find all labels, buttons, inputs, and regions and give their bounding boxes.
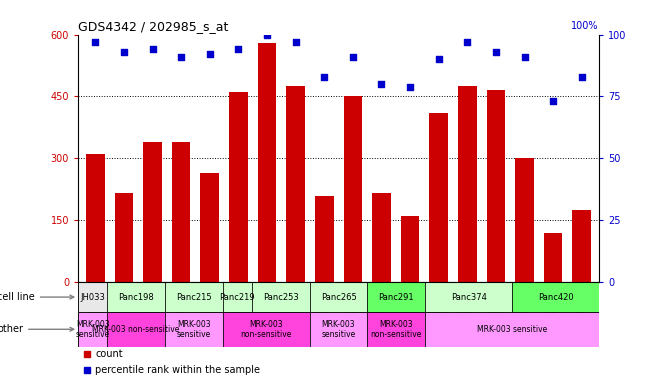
Bar xyxy=(143,142,162,282)
Point xyxy=(462,39,473,45)
Text: cell line: cell line xyxy=(0,292,74,302)
Point xyxy=(233,46,243,53)
Bar xyxy=(286,86,305,282)
Point xyxy=(519,54,530,60)
Point xyxy=(290,39,301,45)
Bar xyxy=(515,158,534,282)
Point xyxy=(319,74,329,80)
Text: Panc265: Panc265 xyxy=(321,293,356,301)
Text: Panc291: Panc291 xyxy=(379,293,414,301)
Bar xyxy=(78,312,107,347)
Bar xyxy=(572,210,591,282)
Bar xyxy=(458,86,477,282)
Bar xyxy=(107,312,165,347)
Bar xyxy=(78,282,107,312)
Bar xyxy=(367,282,425,312)
Bar xyxy=(486,90,505,282)
Point xyxy=(348,54,358,60)
Bar xyxy=(165,282,223,312)
Bar xyxy=(310,312,367,347)
Bar xyxy=(315,195,333,282)
Point xyxy=(90,39,100,45)
Text: MRK-003
sensitive: MRK-003 sensitive xyxy=(176,319,211,339)
Text: Panc253: Panc253 xyxy=(263,293,299,301)
Point xyxy=(176,54,186,60)
Bar xyxy=(107,282,165,312)
Text: MRK-003
non-sensitive: MRK-003 non-sensitive xyxy=(240,319,292,339)
Text: other: other xyxy=(0,324,74,334)
Bar xyxy=(86,154,105,282)
Bar xyxy=(252,282,310,312)
Text: count: count xyxy=(96,349,123,359)
Bar xyxy=(512,282,599,312)
Point xyxy=(262,31,272,38)
Bar xyxy=(367,312,425,347)
Bar xyxy=(172,142,191,282)
Point xyxy=(491,49,501,55)
Text: Panc374: Panc374 xyxy=(450,293,487,301)
Bar xyxy=(372,194,391,282)
Point xyxy=(577,74,587,80)
Bar xyxy=(544,233,562,282)
Text: MRK-003
non-sensitive: MRK-003 non-sensitive xyxy=(370,319,422,339)
Text: percentile rank within the sample: percentile rank within the sample xyxy=(96,366,260,376)
Point xyxy=(147,46,158,53)
Bar xyxy=(430,113,448,282)
Point xyxy=(434,56,444,62)
Bar xyxy=(310,282,367,312)
Bar xyxy=(401,216,419,282)
Text: MRK-003 non-sensitive: MRK-003 non-sensitive xyxy=(92,325,180,334)
Bar xyxy=(223,282,252,312)
Text: GDS4342 / 202985_s_at: GDS4342 / 202985_s_at xyxy=(78,20,229,33)
Text: Panc215: Panc215 xyxy=(176,293,212,301)
Bar xyxy=(165,312,223,347)
Point xyxy=(548,98,559,104)
Point xyxy=(204,51,215,58)
Bar xyxy=(425,312,599,347)
Bar xyxy=(344,96,362,282)
Bar xyxy=(115,194,133,282)
Text: 100%: 100% xyxy=(572,21,599,31)
Bar xyxy=(258,43,276,282)
Bar xyxy=(201,173,219,282)
Text: JH033: JH033 xyxy=(80,293,105,301)
Text: Panc198: Panc198 xyxy=(118,293,154,301)
Bar xyxy=(223,312,310,347)
Bar xyxy=(425,282,512,312)
Text: MRK-003
sensitive: MRK-003 sensitive xyxy=(322,319,355,339)
Point xyxy=(118,49,129,55)
Bar xyxy=(229,92,247,282)
Text: MRK-003 sensitive: MRK-003 sensitive xyxy=(477,325,547,334)
Point xyxy=(405,83,415,89)
Text: MRK-003
sensitive: MRK-003 sensitive xyxy=(76,319,110,339)
Text: Panc420: Panc420 xyxy=(538,293,574,301)
Text: Panc219: Panc219 xyxy=(219,293,255,301)
Point xyxy=(376,81,387,87)
